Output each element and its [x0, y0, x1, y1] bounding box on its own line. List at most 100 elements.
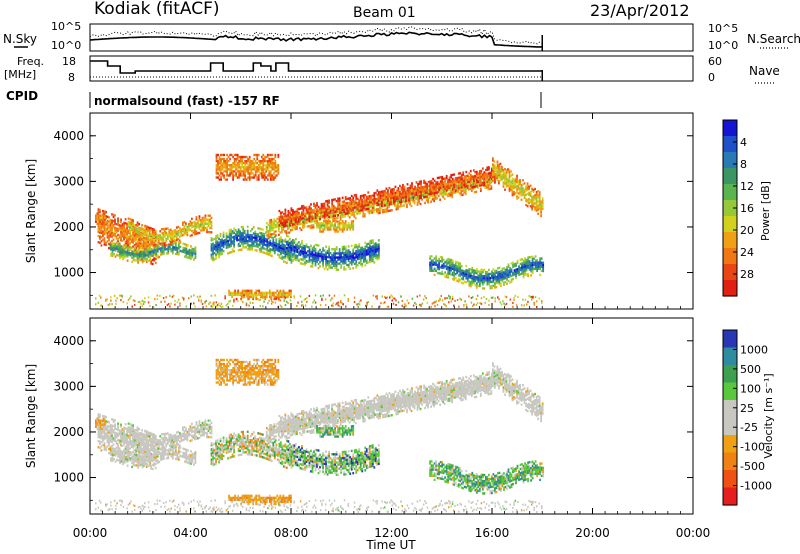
power-cell — [267, 243, 270, 246]
power-cell — [105, 215, 107, 218]
power-cell — [255, 291, 258, 295]
power-cell — [456, 265, 459, 268]
power-cell — [271, 222, 274, 226]
power-cell — [387, 209, 390, 213]
power-cell — [490, 181, 493, 184]
power-cell — [433, 197, 436, 201]
power-cell — [487, 175, 490, 179]
power-cell — [134, 259, 137, 262]
power-cell — [223, 166, 225, 169]
power-cell — [523, 188, 526, 191]
power-cell — [242, 162, 245, 165]
power-cell — [186, 233, 189, 237]
power-cell — [481, 277, 484, 280]
power-cell — [407, 201, 410, 204]
power-cell — [252, 297, 255, 301]
power-cell — [338, 209, 341, 212]
power-cell — [165, 237, 168, 241]
power-cell — [508, 181, 511, 184]
power-cell — [174, 239, 177, 242]
power-cell — [287, 216, 290, 219]
power-cell — [133, 243, 136, 247]
power-cell — [391, 194, 394, 197]
power-cell — [259, 293, 262, 297]
power-cell — [229, 174, 231, 177]
power-cell — [277, 153, 280, 157]
power-cell — [241, 162, 244, 165]
power-cell — [504, 276, 507, 280]
power-cell — [335, 248, 338, 251]
power-cell — [341, 258, 344, 261]
power-cell — [230, 170, 233, 173]
power-cell — [478, 180, 481, 183]
power-cell — [456, 279, 459, 283]
power-cell — [262, 172, 265, 175]
power-cell — [463, 183, 466, 186]
power-cell — [293, 245, 296, 248]
power-cell — [266, 248, 269, 252]
power-cell — [260, 162, 263, 165]
power-cell — [530, 270, 532, 273]
power-cell — [319, 222, 321, 225]
power-cell — [377, 243, 380, 246]
power-cell — [120, 245, 122, 248]
power-cell — [456, 261, 459, 264]
power-cell — [532, 199, 535, 202]
power-cell — [248, 174, 251, 177]
power-cell — [370, 260, 373, 263]
power-cell — [469, 282, 472, 286]
power-cell — [305, 218, 308, 221]
power-cell — [273, 218, 276, 221]
power-cell — [356, 257, 359, 261]
power-cell — [354, 210, 357, 214]
power-cell — [454, 185, 457, 188]
power-cell — [508, 189, 511, 193]
power-cell — [496, 160, 499, 163]
power-cell — [378, 207, 381, 210]
power-cell — [99, 218, 102, 221]
power-cell — [279, 291, 282, 295]
power-cell — [149, 254, 152, 258]
power-cell — [191, 217, 193, 221]
power-cell — [411, 192, 413, 195]
power-cell — [175, 232, 178, 235]
power-cell — [430, 180, 433, 183]
power-cell — [462, 271, 465, 275]
power-cell — [527, 266, 529, 270]
power-cell — [384, 200, 387, 203]
power-cell — [109, 222, 112, 226]
power-cell — [178, 231, 181, 234]
power-cell — [246, 289, 249, 292]
power-cell — [108, 238, 110, 242]
power-cell — [341, 215, 344, 219]
power-cell — [159, 253, 162, 256]
power-cell — [501, 174, 503, 177]
power-cell — [346, 257, 349, 261]
power-cell — [102, 220, 104, 223]
power-cell — [125, 244, 127, 247]
power-cell — [180, 230, 183, 233]
power-cell — [296, 210, 299, 213]
power-cell — [352, 200, 355, 203]
power-cell — [120, 253, 123, 256]
power-cell — [448, 180, 451, 183]
power-cell — [506, 268, 508, 271]
power-cell — [194, 230, 196, 234]
power-cell — [332, 214, 335, 218]
power-cell — [474, 171, 477, 174]
power-cell — [424, 195, 427, 199]
power-cell — [177, 245, 180, 248]
power-cell — [344, 268, 347, 271]
power-cell — [229, 293, 232, 297]
power-cell — [171, 243, 174, 247]
power-cell — [510, 188, 512, 192]
power-cell — [232, 162, 235, 165]
power-cell — [377, 257, 380, 260]
power-cell — [531, 208, 534, 211]
power-cell — [394, 185, 397, 188]
power-cell — [102, 224, 104, 227]
power-cell — [511, 179, 514, 182]
power-cell — [329, 222, 332, 225]
power-cell — [492, 179, 494, 183]
power-cell — [113, 242, 115, 246]
